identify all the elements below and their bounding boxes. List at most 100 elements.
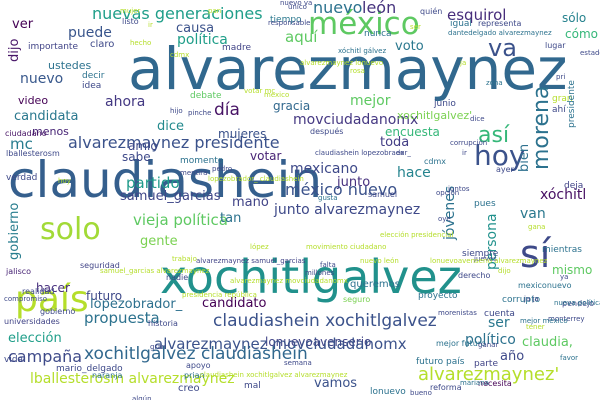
word: seguridad — [80, 261, 120, 270]
word: opción — [436, 189, 460, 197]
word: alvarezmaynez — [128, 35, 568, 103]
word: rosa — [350, 67, 365, 75]
word: mexico — [264, 91, 290, 99]
word: causa — [176, 21, 215, 36]
word: ver — [12, 17, 34, 32]
word: así — [478, 123, 510, 148]
word: van — [520, 206, 546, 222]
word: nuevo — [20, 71, 64, 87]
word: debate — [190, 91, 222, 101]
word: sólo — [562, 11, 587, 25]
word: bien — [517, 143, 532, 172]
word: junto — [337, 175, 371, 190]
word: mejor — [350, 93, 391, 109]
word: ser — [488, 315, 510, 331]
word: nuevo león — [360, 257, 399, 265]
word: alvarezmaynez' — [418, 364, 560, 385]
word: ayer — [496, 165, 514, 174]
word: hacer — [36, 281, 70, 295]
word: vieja política — [133, 211, 228, 229]
word: juntos — [448, 185, 470, 193]
word: año — [500, 349, 525, 364]
word: pedro — [212, 165, 233, 173]
word: candidata — [14, 109, 79, 124]
word: gracia — [273, 99, 311, 113]
word: gran — [150, 343, 167, 351]
word: gobierno — [7, 202, 22, 260]
word: tener — [526, 323, 545, 331]
word: votar mc — [244, 87, 276, 95]
word: nadie — [166, 273, 189, 282]
word: junto alvarezmaynez — [274, 202, 421, 218]
word: reforma — [430, 383, 462, 392]
word: alvarezmaynez lonuevo — [300, 59, 384, 67]
word: alvarezmaynez samuel_garcias — [196, 257, 306, 265]
word: monterrey — [548, 315, 585, 323]
word: claudia, — [522, 335, 573, 350]
word: lopezobrador_ claudiashein — [208, 175, 304, 183]
word: corrupto — [502, 295, 541, 305]
word: lugar — [545, 41, 566, 50]
word: votar — [250, 149, 282, 163]
word: toda — [380, 135, 410, 150]
word: algún — [132, 395, 152, 400]
word: nuevas generaciones — [92, 4, 263, 23]
word: necesita — [478, 379, 512, 388]
word: claudiashein xochitlgalvez alvarezmaynez — [200, 371, 348, 379]
word: futuro — [86, 289, 123, 303]
word: lballesterosm — [6, 149, 60, 158]
word: tiempo — [270, 15, 302, 25]
word: dice — [157, 119, 185, 134]
word: realidad — [22, 287, 55, 296]
word: samuel_garcias — [120, 189, 221, 204]
word: mejor méxico — [520, 317, 568, 325]
word: nunca — [364, 29, 392, 39]
word: mc — [10, 135, 33, 153]
word: decir — [82, 71, 105, 81]
word: gobierno — [40, 307, 76, 316]
word: jueves — [474, 255, 497, 263]
word: dijo — [498, 267, 511, 275]
word: ex — [396, 149, 405, 157]
word: lonuevoavenserio alvarezmaynez — [430, 257, 548, 265]
word: momento — [180, 156, 224, 166]
word: méxico nuevo — [285, 180, 398, 199]
word: lballesterosm alvarezmaynez — [30, 371, 235, 387]
word: xochitlgalvez' — [397, 109, 473, 122]
word: idea — [82, 81, 102, 91]
word: ciudadano — [5, 129, 47, 138]
word: madre — [222, 43, 252, 53]
word: propuesta — [84, 309, 160, 327]
word: pri — [556, 73, 566, 81]
word: xóchitl — [540, 187, 587, 203]
word: xochitlgalvez — [160, 250, 462, 304]
word: prian — [184, 371, 205, 380]
word: alvarezmaynez movciudadanomx — [230, 277, 348, 285]
word: jalisco — [6, 267, 32, 276]
word: lonuevoavenserio — [265, 335, 372, 349]
word: ahí — [552, 105, 566, 115]
word: claudiashein xochitlgalvez — [213, 311, 437, 331]
word: nuevo — [313, 0, 363, 17]
word: dice — [470, 115, 485, 123]
word: mariana — [460, 379, 489, 387]
word: semana — [284, 359, 312, 367]
word: hijo — [170, 107, 183, 115]
word: país — [15, 279, 89, 320]
word: solo — [40, 212, 101, 247]
word: candidato — [202, 296, 267, 311]
word: lópez — [250, 243, 269, 251]
word: junio — [434, 99, 456, 109]
word: tan — [220, 211, 242, 226]
word: millones — [305, 269, 335, 277]
word: mujer — [120, 7, 141, 15]
word: ir — [148, 21, 153, 29]
word: cómo — [565, 27, 598, 41]
word: cdmx — [424, 157, 447, 166]
word: mejor futuro — [436, 339, 486, 348]
word: después — [310, 127, 344, 136]
word: zona — [486, 79, 503, 87]
word: apoyo — [186, 361, 211, 370]
word: aquí — [285, 28, 318, 46]
word: trabajo — [172, 255, 197, 263]
